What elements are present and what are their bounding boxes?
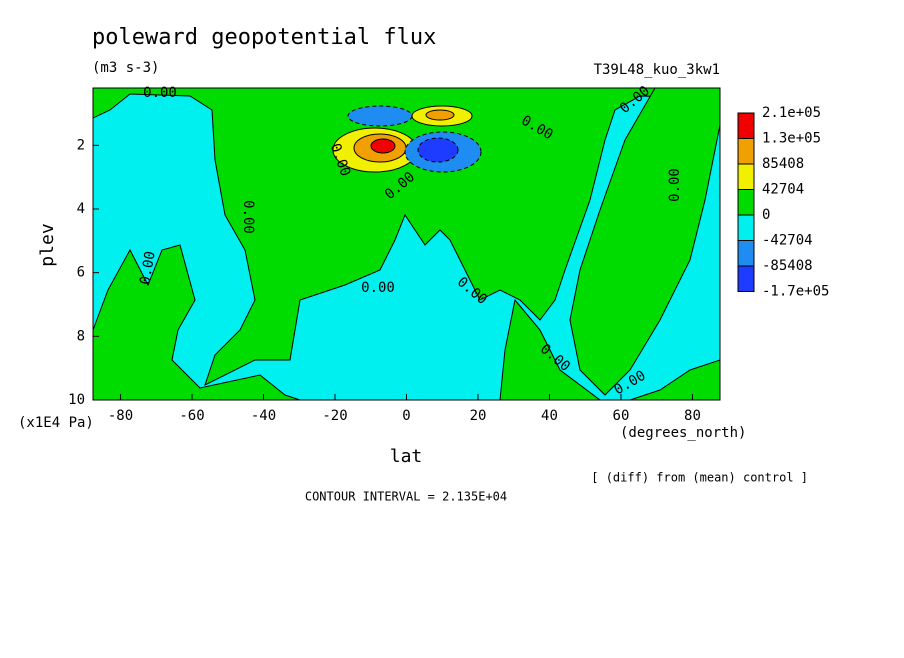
blob bbox=[347, 105, 413, 127]
x-tick-label: -60 bbox=[179, 408, 204, 424]
y-tick-label: 10 bbox=[68, 392, 85, 408]
blob bbox=[417, 137, 459, 163]
contour-label: 0.00 bbox=[137, 250, 159, 286]
chart-title: poleward geopotential flux bbox=[92, 25, 436, 50]
region bbox=[93, 244, 301, 400]
colorbar-swatch bbox=[737, 112, 755, 139]
x-unit: (degrees_north) bbox=[620, 425, 746, 441]
y-tick-label: 4 bbox=[77, 201, 85, 217]
x-tick-label: -80 bbox=[108, 408, 133, 424]
subtitle: (m3 s-3) bbox=[92, 60, 159, 76]
x-tick-label: 20 bbox=[470, 408, 487, 424]
colorbar-label: 0 bbox=[762, 207, 770, 223]
contour-field bbox=[93, 88, 720, 400]
x-tick-label: 80 bbox=[684, 408, 701, 424]
region bbox=[93, 88, 720, 386]
x-tick-label: 40 bbox=[541, 408, 558, 424]
note: [ (diff) from (mean) control ] bbox=[591, 471, 808, 485]
colorbar-swatch bbox=[737, 240, 755, 267]
colorbar-swatch bbox=[737, 265, 755, 292]
x-tick-label: -20 bbox=[322, 408, 347, 424]
colorbar-label: -85408 bbox=[762, 258, 813, 274]
colorbar-label: -1.7e+05 bbox=[762, 284, 829, 300]
y-tick-label: 6 bbox=[77, 265, 85, 281]
blob bbox=[370, 138, 396, 154]
colorbar-label: 2.1e+05 bbox=[762, 105, 821, 121]
region bbox=[629, 359, 720, 400]
contour-label: 0.00 bbox=[361, 280, 395, 296]
contour-interval: CONTOUR INTERVAL = 2.135E+04 bbox=[305, 490, 507, 504]
colorbar-label: -42704 bbox=[762, 233, 813, 249]
y-axis-title: plev bbox=[37, 223, 58, 266]
colorbar-swatch bbox=[737, 163, 755, 190]
colorbar-swatch bbox=[737, 189, 755, 216]
colorbar-label: 1.3e+05 bbox=[762, 131, 821, 147]
x-tick-label: 60 bbox=[613, 408, 630, 424]
y-tick-label: 2 bbox=[77, 137, 85, 153]
contour-label: 0.00 bbox=[667, 168, 683, 202]
run-label: T39L48_kuo_3kw1 bbox=[594, 62, 720, 78]
colorbar-swatch bbox=[737, 214, 755, 241]
x-tick-label: -40 bbox=[251, 408, 276, 424]
y-unit: (x1E4 Pa) bbox=[18, 415, 94, 431]
region bbox=[569, 88, 720, 396]
colorbar-label: 42704 bbox=[762, 182, 804, 198]
contour-label: 0.00 bbox=[240, 200, 256, 234]
y-tick-label: 8 bbox=[77, 328, 85, 344]
x-tick-label: 0 bbox=[402, 408, 410, 424]
x-axis-title: lat bbox=[390, 446, 423, 467]
colorbar-swatch bbox=[737, 138, 755, 165]
region bbox=[499, 298, 601, 400]
contour-label: 0.00 bbox=[143, 85, 177, 101]
blob bbox=[425, 109, 455, 121]
colorbar-label: 85408 bbox=[762, 156, 804, 172]
